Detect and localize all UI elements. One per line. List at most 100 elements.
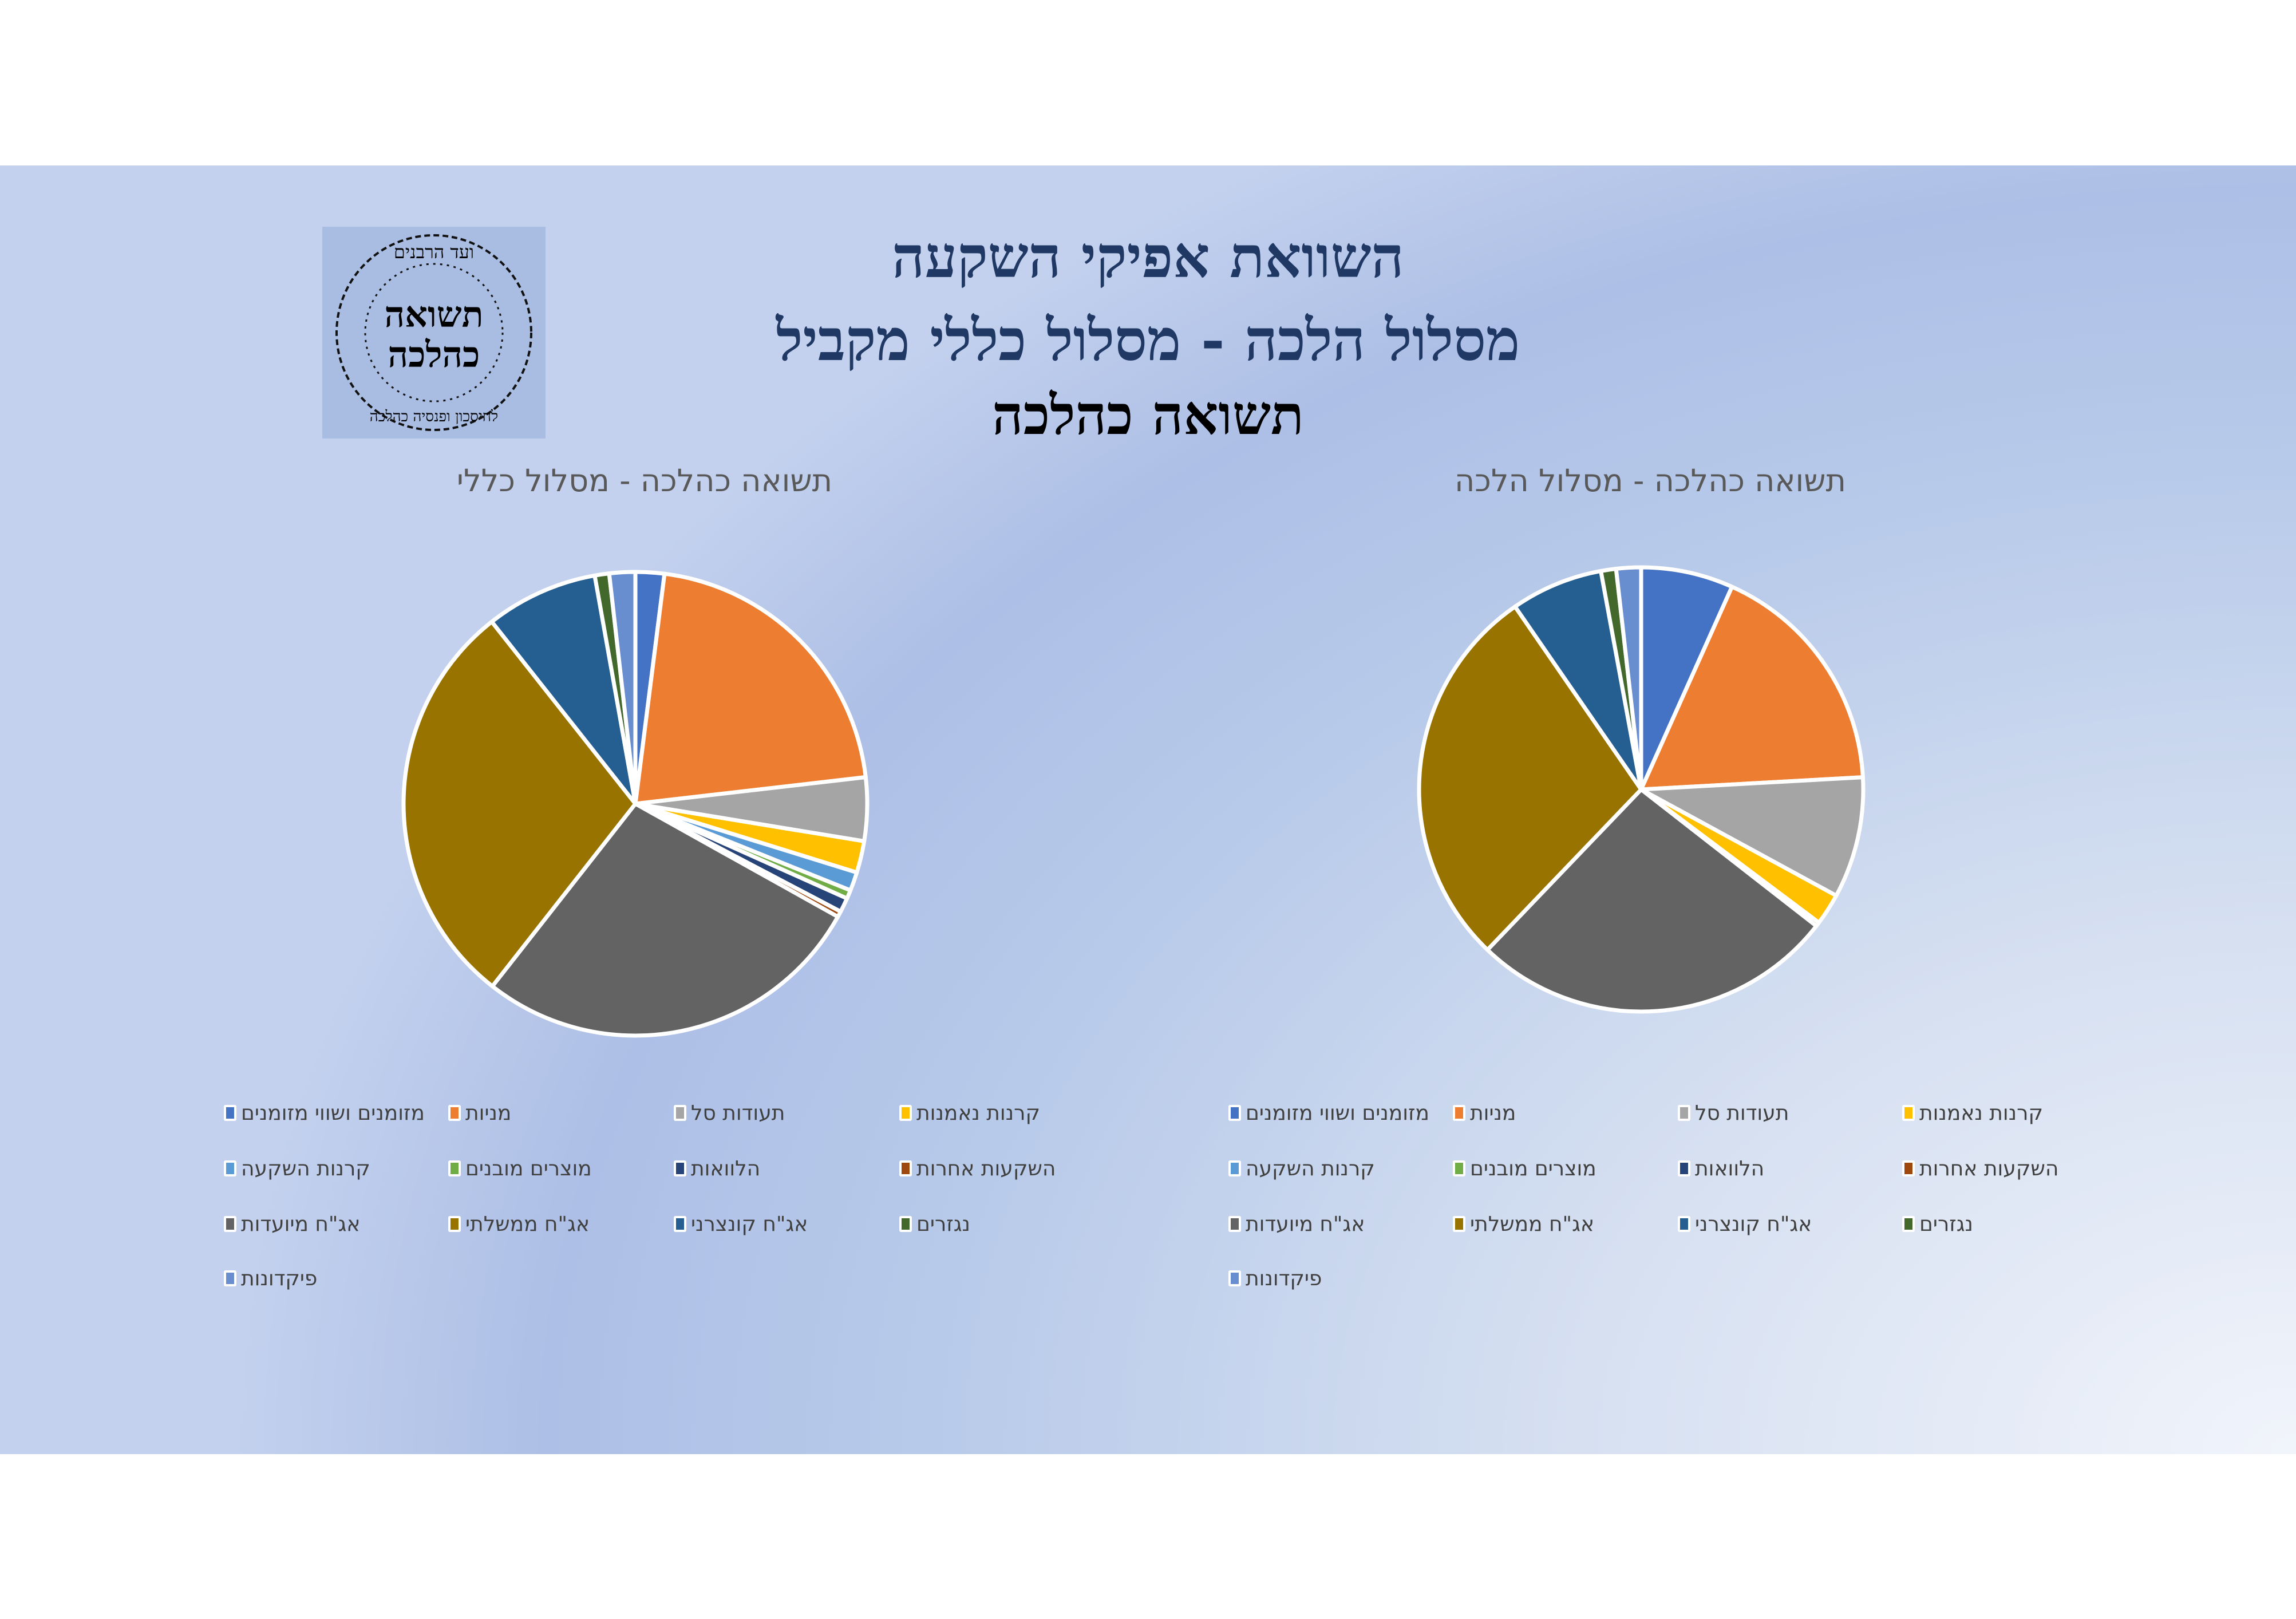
legend-marker-icon [448, 1160, 461, 1176]
legend-marker-icon [899, 1105, 912, 1121]
logo-seal-icon: תשואה כהלכה ועד הרבנים לחיסכון ופנסיה כה… [335, 234, 532, 431]
legend-item-general: מניות [448, 1099, 511, 1127]
legend-marker-icon [448, 1105, 461, 1121]
legend-label: מניות [465, 1101, 512, 1125]
legend-item-halacha: מזומנים ושווי מזומנים [1228, 1099, 1429, 1127]
legend-item-halacha: פיקדונות [1228, 1264, 1322, 1293]
chart-title-halacha: תשואה כהלכה - מסלול הלכה [1455, 463, 1846, 499]
legend-item-halacha: אג"ח קונצרני [1678, 1210, 1812, 1238]
legend-marker-icon [674, 1216, 686, 1232]
legend-label: אג"ח מיועדות [241, 1212, 361, 1236]
legend-marker-icon [1678, 1105, 1690, 1121]
legend-label: אג"ח קונצרני [1695, 1212, 1812, 1236]
legend-item-halacha: אג"ח ממשלתי [1453, 1210, 1594, 1238]
legend-marker-icon [1453, 1105, 1465, 1121]
svg-text:תשואה: תשואה [384, 294, 483, 335]
legend-label: מוצרים מובנים [1470, 1156, 1596, 1180]
legend-label: פיקדונות [1246, 1266, 1322, 1290]
legend-label: מניות [1470, 1101, 1516, 1125]
legend-marker-icon [899, 1216, 912, 1232]
legend-label: השקעות אחרות [1919, 1156, 2059, 1180]
legend-label: מזומנים ושווי מזומנים [241, 1101, 425, 1125]
legend-label: מזומנים ושווי מזומנים [1246, 1101, 1429, 1125]
legend-label: נגזרים [916, 1212, 970, 1236]
legend-item-general: פיקדונות [224, 1264, 317, 1293]
legend-marker-icon [1228, 1160, 1241, 1176]
pie-slice-halacha-9 [1417, 605, 1643, 952]
pie-slice-halacha-12 [1614, 565, 1643, 792]
legend-label: אג"ח ממשלתי [1470, 1212, 1595, 1236]
legend-label: הלוואות [1695, 1156, 1765, 1180]
logo: תשואה כהלכה ועד הרבנים לחיסכון ופנסיה כה… [322, 227, 546, 439]
legend-item-halacha: קרנות השקעה [1228, 1154, 1375, 1183]
legend-label: השקעות אחרות [916, 1156, 1056, 1180]
legend-label: קרנות השקעה [1246, 1156, 1375, 1180]
legend-marker-icon [1453, 1216, 1465, 1232]
legend-item-general: תעודות סל [674, 1099, 785, 1127]
pie-slice-general-9 [401, 619, 638, 989]
legend-label: תעודות סל [1695, 1101, 1789, 1125]
legend-item-halacha: תעודות סל [1678, 1099, 1789, 1127]
legend-marker-icon [1228, 1105, 1241, 1121]
legend-marker-icon [1228, 1216, 1241, 1232]
legend-marker-icon [1453, 1160, 1465, 1176]
legend-label: קרנות נאמנות [916, 1101, 1040, 1125]
legend-marker-icon [224, 1270, 236, 1286]
pie-slice-general-1 [633, 571, 868, 806]
slide-title: השוואת אפיקי השקעה [892, 223, 1404, 291]
legend-label: פיקדונות [241, 1266, 318, 1290]
legend-label: מוצרים מובנים [465, 1156, 592, 1180]
pie-slice-halacha-2 [1639, 775, 1866, 898]
slide-subtitle: מסלול הלכה - מסלול כללי מקביל [776, 306, 1520, 374]
legend-marker-icon [1228, 1270, 1241, 1286]
svg-text:ועד הרבנים: ועד הרבנים [394, 241, 474, 263]
legend-marker-icon [1678, 1160, 1690, 1176]
legend-label: קרנות השקעה [241, 1156, 370, 1180]
legend-label: תעודות סל [691, 1101, 785, 1125]
legend-item-general: מוצרים מובנים [448, 1154, 592, 1183]
legend-item-halacha: הלוואות [1678, 1154, 1764, 1183]
legend-marker-icon [224, 1216, 236, 1232]
pie-slice-general-10 [489, 573, 638, 806]
legend-label: אג"ח קונצרני [691, 1212, 808, 1236]
svg-text:כהלכה: כהלכה [388, 334, 480, 376]
legend-label: הלוואות [691, 1156, 761, 1180]
legend-item-halacha: אג"ח מיועדות [1228, 1210, 1365, 1238]
pie-slice-halacha-8 [1485, 787, 1819, 1014]
legend-item-halacha: מוצרים מובנים [1453, 1154, 1596, 1183]
legend-label: אג"ח ממשלתי [465, 1212, 590, 1236]
legend-marker-icon [674, 1105, 686, 1121]
legend-item-halacha: מניות [1453, 1099, 1516, 1127]
legend-item-general: אג"ח מיועדות [224, 1210, 360, 1238]
legend-label: נגזרים [1919, 1212, 1973, 1236]
svg-text:לחיסכון ופנסיה כהלכה: לחיסכון ופנסיה כהלכה [370, 408, 498, 425]
legend-item-halacha: קרנות נאמנות [1902, 1099, 2043, 1127]
legend-marker-icon [448, 1216, 461, 1232]
legend-item-general: קרנות השקעה [224, 1154, 370, 1183]
legend-marker-icon [674, 1160, 686, 1176]
legend-label: אג"ח מיועדות [1246, 1212, 1365, 1236]
legend-item-general: מזומנים ושווי מזומנים [224, 1099, 425, 1127]
legend-item-halacha: נגזרים [1902, 1210, 1973, 1238]
legend-item-general: השקעות אחרות [899, 1154, 1056, 1183]
legend-item-halacha: השקעות אחרות [1902, 1154, 2058, 1183]
legend-item-general: הלוואות [674, 1154, 760, 1183]
legend-marker-icon [224, 1160, 236, 1176]
legend-marker-icon [899, 1160, 912, 1176]
legend-item-general: אג"ח קונצרני [674, 1210, 808, 1238]
pie-slice-general-8 [490, 801, 840, 1038]
legend-item-general: נגזרים [899, 1210, 970, 1238]
legend-label: קרנות נאמנות [1919, 1101, 2043, 1125]
legend-marker-icon [1902, 1160, 1915, 1176]
legend-marker-icon [1902, 1105, 1915, 1121]
legend-marker-icon [1902, 1216, 1915, 1232]
chart-title-general: תשואה כהלכה - מסלול כללי [456, 463, 833, 499]
legend-marker-icon [224, 1105, 236, 1121]
legend-item-general: אג"ח ממשלתי [448, 1210, 590, 1238]
slide-brand-title: תשואה כהלכה [992, 384, 1304, 447]
pie-slice-halacha-1 [1639, 585, 1865, 792]
legend-marker-icon [1678, 1216, 1690, 1232]
pie-slice-general-12 [607, 570, 638, 806]
legend-item-general: קרנות נאמנות [899, 1099, 1040, 1127]
